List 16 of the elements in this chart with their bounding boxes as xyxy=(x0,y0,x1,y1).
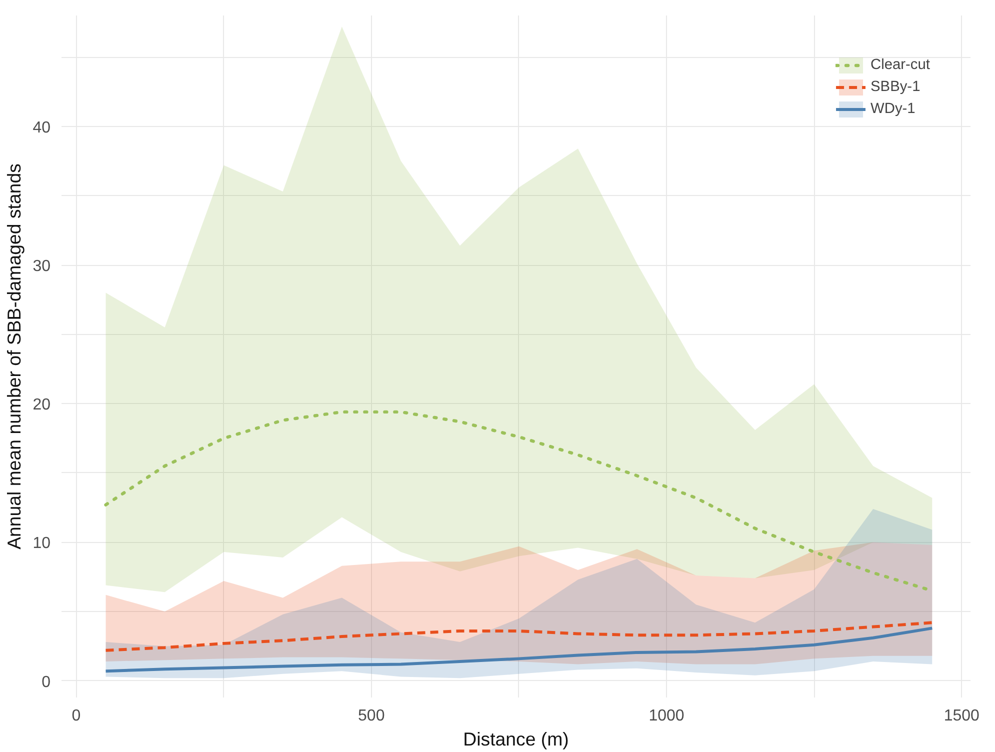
y-tick-label: 40 xyxy=(32,119,51,136)
y-tick-label: 0 xyxy=(42,674,51,691)
legend-label: Clear-cut xyxy=(870,57,930,73)
legend-label: SBBy-1 xyxy=(870,79,920,95)
x-tick-label: 0 xyxy=(72,708,81,724)
line-series xyxy=(104,621,934,652)
x-axis-title: Distance (m) xyxy=(463,728,569,750)
y-tick-label: 10 xyxy=(32,535,51,552)
x-tick-label: 1000 xyxy=(648,708,684,724)
legend-label: WDy-1 xyxy=(870,101,916,117)
x-tick-label: 500 xyxy=(358,708,385,724)
x-tick-label: 1500 xyxy=(944,708,980,724)
y-tick-label: 30 xyxy=(32,258,51,276)
line-series xyxy=(104,626,934,673)
y-tick-label: 20 xyxy=(32,396,51,414)
y-axis-title: Annual mean number of SBB-damaged stands xyxy=(4,164,25,550)
